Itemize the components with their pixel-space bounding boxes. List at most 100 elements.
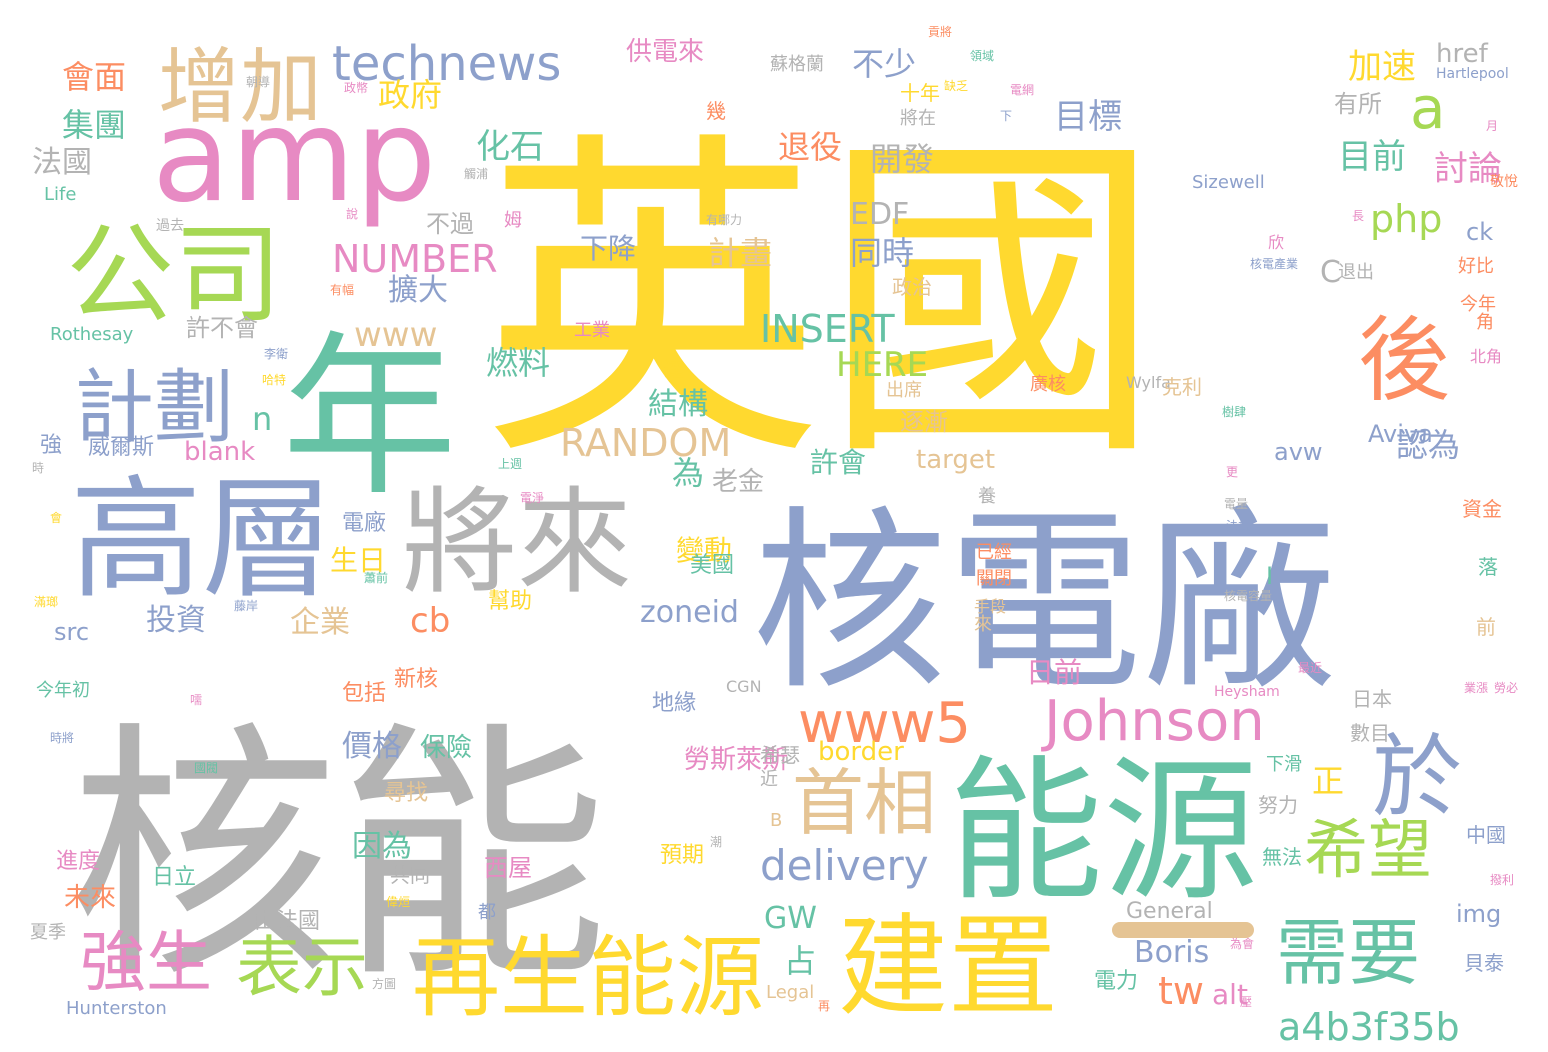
- cloud-word: 貝泰: [1464, 951, 1504, 975]
- cloud-word: 資金: [1462, 497, 1502, 521]
- cloud-word: 電力: [1094, 969, 1138, 994]
- cloud-word: 再生能源: [412, 926, 764, 1029]
- cloud-word: 會面: [62, 58, 126, 96]
- dash-mark: [1112, 922, 1254, 938]
- cloud-word: 討論: [1434, 149, 1502, 189]
- cloud-word: 蘇格蘭: [770, 54, 824, 75]
- cloud-word: 近: [760, 769, 778, 790]
- cloud-word: 希望: [1304, 814, 1432, 888]
- cloud-word: 計畫: [708, 234, 772, 272]
- cloud-word: 將在: [900, 108, 936, 129]
- cloud-word: 高層: [70, 463, 334, 617]
- cloud-word: 電淨: [520, 491, 544, 505]
- cloud-word: 月: [1486, 119, 1498, 133]
- cloud-word: 電量: [1224, 497, 1248, 511]
- cloud-word: 政治: [892, 275, 932, 299]
- cloud-word: 尋找: [384, 781, 428, 806]
- cloud-word: 占: [784, 942, 816, 980]
- cloud-word: 老金: [712, 467, 764, 497]
- cloud-word: 開發: [870, 140, 934, 178]
- cloud-word: I: [1266, 562, 1273, 590]
- cloud-word: INSERT: [760, 307, 895, 351]
- cloud-word: 工業: [574, 320, 610, 341]
- cloud-word: Boris: [1134, 935, 1209, 970]
- cloud-word: 欣: [1268, 233, 1284, 252]
- cloud-word: 勞必: [1494, 681, 1518, 695]
- cloud-word: 包括: [342, 681, 386, 706]
- cloud-word: 有幅: [330, 282, 354, 297]
- cloud-word: n: [252, 400, 272, 438]
- cloud-word: 廣核: [1030, 374, 1066, 395]
- cloud-word: Aviva: [1368, 420, 1433, 448]
- cloud-word: 養: [978, 486, 996, 507]
- cloud-word: Sizewell: [1192, 172, 1265, 193]
- cloud-word: 克利: [1162, 375, 1202, 399]
- cloud-word: 電廠: [342, 511, 386, 536]
- cloud-word: C: [1320, 255, 1341, 290]
- cloud-word: 夏季: [30, 922, 66, 943]
- cloud-word: 時將: [50, 730, 74, 745]
- cloud-word: 最近: [1298, 661, 1322, 675]
- cloud-word: 需要: [1276, 911, 1420, 995]
- cloud-word: 因為: [352, 829, 412, 864]
- cloud-word: 角: [1476, 312, 1494, 333]
- cloud-word: tw: [1158, 969, 1204, 1013]
- cloud-word: 出席: [886, 380, 922, 401]
- cloud-word: 退出: [1338, 262, 1374, 283]
- cloud-word: 嚅: [190, 693, 202, 707]
- cloud-word: 今年: [1460, 294, 1496, 315]
- cloud-word: 政府: [378, 76, 442, 114]
- cloud-word: 貢將: [928, 24, 952, 39]
- cloud-word: 李衛: [264, 346, 288, 361]
- cloud-word: CGN: [726, 677, 762, 696]
- cloud-word: ck: [1466, 218, 1493, 246]
- cloud-word: 不少: [852, 45, 916, 83]
- cloud-word: 生日: [330, 544, 386, 577]
- cloud-word: Legal: [766, 982, 814, 1003]
- cloud-word: 好比: [1458, 256, 1494, 277]
- cloud-word: 再: [818, 999, 830, 1013]
- cloud-word: 來: [974, 614, 992, 635]
- cloud-word: 進度: [56, 849, 100, 874]
- cloud-word: 威爾斯: [88, 435, 154, 460]
- cloud-word: 達: [664, 357, 684, 381]
- cloud-word: 同時: [850, 234, 914, 272]
- cloud-word: General: [1126, 899, 1213, 924]
- cloud-word: 變動: [676, 534, 732, 567]
- cloud-word: 為: [672, 454, 704, 492]
- cloud-word: a: [1410, 74, 1446, 142]
- cloud-word: 長: [1352, 209, 1364, 223]
- cloud-word: 日前: [1026, 656, 1082, 689]
- cloud-word: 落: [1478, 555, 1498, 579]
- cloud-word: EDF: [850, 197, 909, 232]
- cloud-word: 核電容量: [1224, 588, 1272, 603]
- cloud-word: 敬悅: [1490, 174, 1518, 190]
- cloud-word: 企業: [290, 605, 350, 640]
- cloud-word: delivery: [760, 841, 929, 890]
- cloud-word: 數目: [1350, 721, 1390, 745]
- cloud-word: 後: [1358, 307, 1450, 414]
- cloud-word: Hunterston: [66, 998, 167, 1019]
- cloud-word: 於: [1372, 725, 1462, 830]
- cloud-word: 電網: [1010, 83, 1034, 97]
- cloud-word: 潮: [710, 834, 722, 849]
- cloud-word: 核電產業: [1250, 256, 1298, 271]
- cloud-word: avw: [1274, 438, 1323, 466]
- cloud-word: 過去: [156, 218, 184, 234]
- cloud-word: 能源: [948, 741, 1258, 922]
- cloud-word: 國閥: [194, 761, 218, 775]
- cloud-word: 上週: [498, 457, 522, 471]
- cloud-word: border: [818, 737, 904, 767]
- cloud-word: 下降: [580, 232, 636, 265]
- cloud-word: 價格: [342, 729, 402, 764]
- cloud-word: B: [770, 810, 782, 831]
- cloud-word: 保險: [420, 733, 472, 763]
- cloud-word: 核電廠: [752, 489, 1337, 716]
- cloud-word: 預期: [660, 843, 704, 868]
- cloud-word: 核能: [68, 699, 608, 1014]
- cloud-word: 美國: [690, 553, 734, 578]
- cloud-word: 加速: [1348, 47, 1416, 87]
- cloud-word: 滿瑯: [34, 595, 58, 609]
- cloud-word: 樹肆: [1222, 405, 1246, 419]
